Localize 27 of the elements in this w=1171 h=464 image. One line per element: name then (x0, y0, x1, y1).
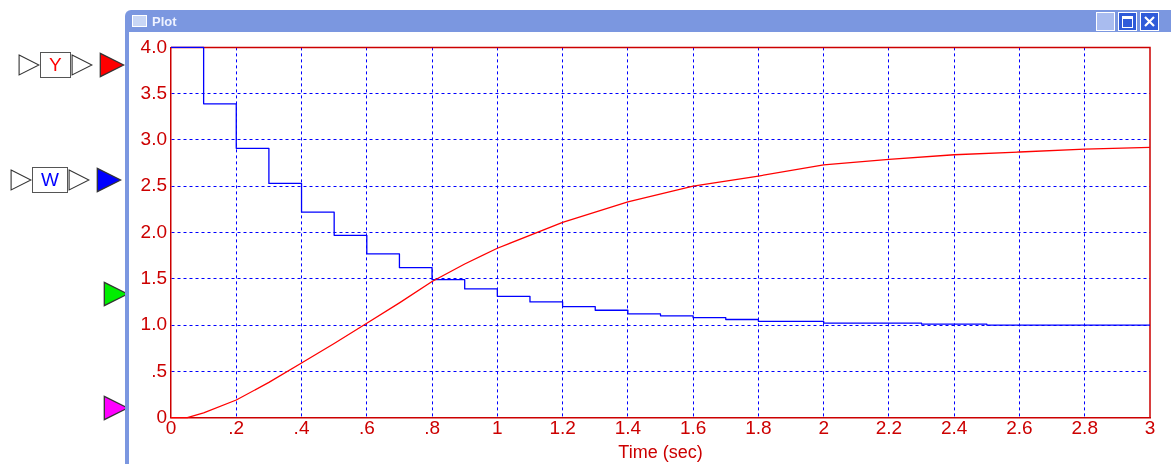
x-tick-label: 1.8 (745, 417, 772, 439)
x-tick-label: 2.2 (875, 417, 903, 439)
x-tick-label: 2.6 (1006, 417, 1033, 439)
y-tick-label: 3.5 (140, 81, 167, 103)
x-tick-label: .2 (228, 417, 245, 439)
text: W (32, 167, 68, 193)
y-tick-label: 2.5 (140, 174, 167, 196)
x-tick-label: 1.4 (614, 417, 642, 439)
y-tick-label: 1.0 (140, 313, 167, 335)
x-tick-label: .6 (358, 417, 375, 439)
y-tick-label: 4.0 (140, 35, 167, 57)
y-tick-label: 1.5 (140, 267, 167, 289)
x-axis-title: Time (sec) (618, 442, 703, 463)
y-tick-label: .5 (151, 359, 167, 381)
x-tick-label: 1 (492, 417, 503, 439)
x-tick-label: 2.4 (940, 417, 968, 439)
x-tick-label: 2 (818, 417, 829, 439)
y-tick-label: 2.0 (140, 220, 167, 242)
x-tick-label: 3 (1144, 417, 1156, 439)
x-tick-label: .8 (424, 417, 440, 439)
x-tick-label: 2.8 (1071, 417, 1098, 439)
x-tick-label: 1.2 (549, 417, 576, 439)
y-tick-label: 3.0 (140, 128, 167, 150)
x-tick-label: 1.6 (679, 417, 707, 439)
x-tick-label: .4 (293, 417, 310, 439)
text: Y (40, 52, 71, 78)
chart-title: Plot (152, 13, 177, 29)
